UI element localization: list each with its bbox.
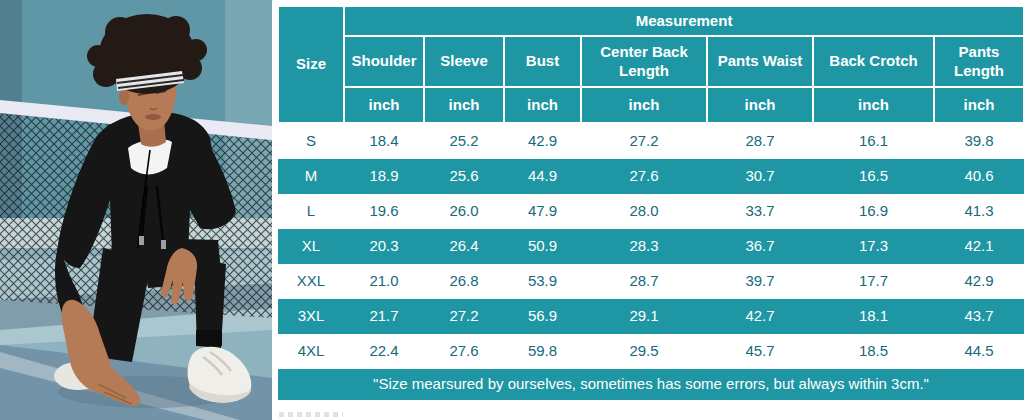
measurement-header-row: Size Measurement	[278, 6, 1024, 36]
column-header-pants-waist: Pants Waist	[707, 36, 813, 87]
measurement-value: 28.7	[707, 123, 813, 159]
size-row-xxl: XXL21.026.853.928.739.717.742.9	[278, 264, 1024, 299]
column-header-bust: Bust	[504, 36, 581, 87]
column-header-sleeve: Sleeve	[424, 36, 504, 87]
measurement-value: 27.6	[581, 159, 707, 194]
measurement-value: 18.4	[344, 123, 424, 159]
column-header-back-crotch: Back Crotch	[813, 36, 934, 87]
size-cell: 4XL	[278, 334, 344, 369]
measurement-value: 29.1	[581, 299, 707, 334]
measurement-value: 41.3	[934, 194, 1024, 229]
measurement-value: 59.8	[504, 334, 581, 369]
measurement-value: 42.1	[934, 229, 1024, 264]
lips	[145, 114, 161, 120]
measurement-value: 36.7	[707, 229, 813, 264]
size-cell: 3XL	[278, 299, 344, 334]
measurement-value: 30.7	[707, 159, 813, 194]
size-row-4xl: 4XL22.427.659.829.545.718.544.5	[278, 334, 1024, 369]
measurement-value: 21.0	[344, 264, 424, 299]
measurement-value: 17.3	[813, 229, 934, 264]
measurement-value: 25.6	[424, 159, 504, 194]
measurement-value: 50.9	[504, 229, 581, 264]
measurement-value: 22.4	[344, 334, 424, 369]
measurement-value: 16.9	[813, 194, 934, 229]
product-photo-illustration	[0, 0, 272, 420]
unit-cell: inch	[934, 87, 1024, 123]
measurement-value: 39.7	[707, 264, 813, 299]
size-row-l: L19.626.047.928.033.716.941.3	[278, 194, 1024, 229]
unit-cell: inch	[424, 87, 504, 123]
measurement-value: 19.6	[344, 194, 424, 229]
measurement-value: 21.7	[344, 299, 424, 334]
measurement-value: 20.3	[344, 229, 424, 264]
size-row-m: M18.925.644.927.630.716.540.6	[278, 159, 1024, 194]
measurement-value: 26.0	[424, 194, 504, 229]
measurement-value: 28.0	[581, 194, 707, 229]
measurement-value: 17.7	[813, 264, 934, 299]
measurement-value: 42.7	[707, 299, 813, 334]
size-chart-page: Size Measurement ShoulderSleeveBustCente…	[0, 0, 1025, 420]
measurement-value: 42.9	[934, 264, 1024, 299]
measurement-value: 53.9	[504, 264, 581, 299]
measurement-value: 42.9	[504, 123, 581, 159]
measurement-value: 56.9	[504, 299, 581, 334]
unit-cell: inch	[504, 87, 581, 123]
measurement-value: 29.5	[581, 334, 707, 369]
product-photo	[0, 0, 272, 420]
watermark-fragment	[279, 412, 343, 417]
ear	[119, 89, 129, 105]
column-header-center-back-length: Center Back Length	[581, 36, 707, 87]
measurement-value: 33.7	[707, 194, 813, 229]
measurement-value: 26.8	[424, 264, 504, 299]
measurement-value: 44.9	[504, 159, 581, 194]
size-row-s: S18.425.242.927.228.716.139.8	[278, 123, 1024, 159]
measurement-value: 18.1	[813, 299, 934, 334]
footnote-row: "Size mearsured by ourselves, sometimes …	[278, 369, 1024, 400]
measurement-value: 26.4	[424, 229, 504, 264]
measurement-value: 45.7	[707, 334, 813, 369]
measurement-value: 18.5	[813, 334, 934, 369]
size-cell: S	[278, 123, 344, 159]
measurement-header: Measurement	[344, 6, 1024, 36]
measurement-value: 16.5	[813, 159, 934, 194]
column-header-pants-length: Pants Length	[934, 36, 1024, 87]
measurement-value: 16.1	[813, 123, 934, 159]
unit-cell: inch	[344, 87, 424, 123]
column-header-shoulder: Shoulder	[344, 36, 424, 87]
size-row-xl: XL20.326.450.928.336.717.342.1	[278, 229, 1024, 264]
size-chart-table: Size Measurement ShoulderSleeveBustCente…	[277, 5, 1025, 400]
unit-cell: inch	[813, 87, 934, 123]
size-cell: L	[278, 194, 344, 229]
measure-columns-row: ShoulderSleeveBustCenter Back LengthPant…	[278, 36, 1024, 87]
size-column-header: Size	[278, 6, 344, 123]
measurement-value: 27.6	[424, 334, 504, 369]
measurement-value: 18.9	[344, 159, 424, 194]
unit-cell: inch	[707, 87, 813, 123]
size-cell: XXL	[278, 264, 344, 299]
measurement-value: 27.2	[581, 123, 707, 159]
measurement-value: 44.5	[934, 334, 1024, 369]
measurement-value: 39.8	[934, 123, 1024, 159]
footnote-text: "Size mearsured by ourselves, sometimes …	[278, 369, 1024, 400]
measurement-value: 28.3	[581, 229, 707, 264]
measurement-value: 28.7	[581, 264, 707, 299]
measurement-value: 25.2	[424, 123, 504, 159]
measurement-value: 40.6	[934, 159, 1024, 194]
measurement-value: 27.2	[424, 299, 504, 334]
size-cell: XL	[278, 229, 344, 264]
units-row: inchinchinchinchinchinchinch	[278, 87, 1024, 123]
size-row-3xl: 3XL21.727.256.929.142.718.143.7	[278, 299, 1024, 334]
unit-cell: inch	[581, 87, 707, 123]
size-cell: M	[278, 159, 344, 194]
measurement-value: 47.9	[504, 194, 581, 229]
measurement-value: 43.7	[934, 299, 1024, 334]
size-rows: S18.425.242.927.228.716.139.8M18.925.644…	[278, 123, 1024, 369]
